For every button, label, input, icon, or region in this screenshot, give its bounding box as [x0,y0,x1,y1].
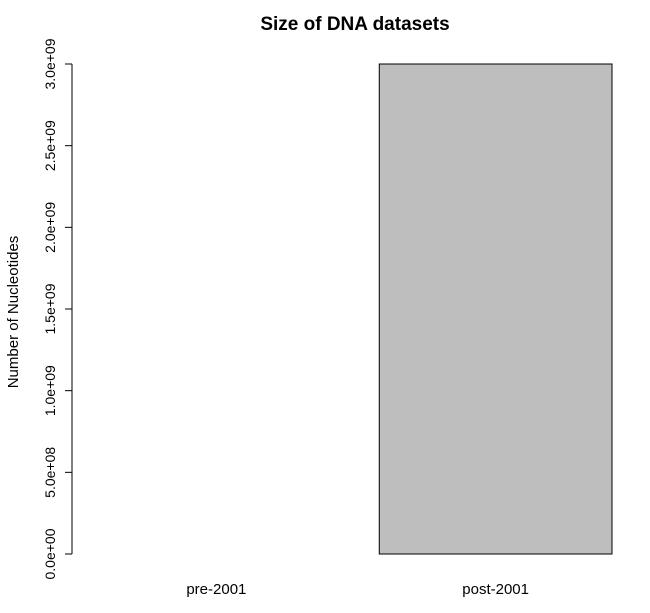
y-axis-ticks: 0.0e+00 5.0e+08 1.0e+09 1.5e+09 2.0e+09 2.5e+… [42,38,72,580]
x-category-label: post-2001 [462,581,529,598]
y-tick-label: 5.0e+08 [42,447,58,498]
y-tick-label: 0.0e+00 [42,528,58,579]
x-axis-labels: pre-2001 post-2001 [186,581,529,598]
y-tick-label: 2.5e+09 [42,120,58,171]
chart-title: Size of DNA datasets [260,14,449,35]
y-tick-label: 1.0e+09 [42,365,58,416]
bar-post-2001 [378,63,613,555]
bars [378,63,613,555]
y-tick-label: 1.5e+09 [42,283,58,334]
y-tick-label: 3.0e+09 [42,38,58,89]
y-tick-label: 2.0e+09 [42,202,58,253]
y-axis-label: Number of Nucleotides [5,236,22,389]
x-category-label: pre-2001 [186,581,246,598]
